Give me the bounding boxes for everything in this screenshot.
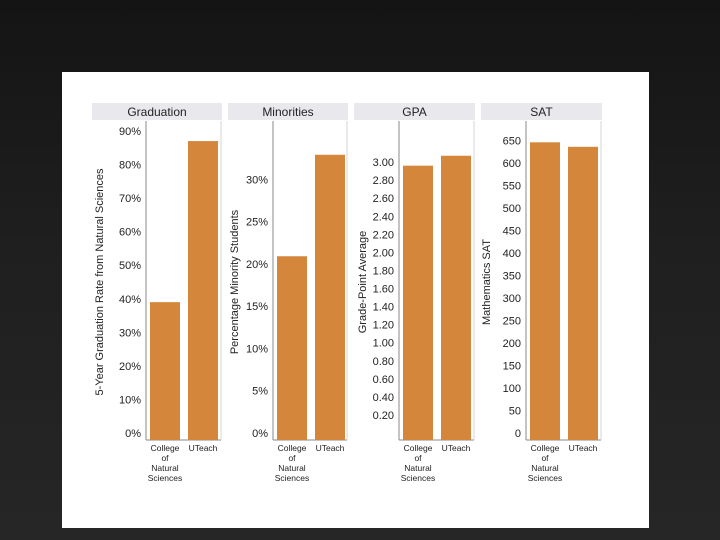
y-tick-label: 250 [503,316,521,328]
panel-title: Graduation [127,105,186,119]
panel-header-2 [228,103,348,120]
y-tick-label: 3.00 [373,157,394,169]
y-tick-label: 40% [119,294,141,306]
y-tick-label: 2.40 [373,211,394,223]
y-tick-label: 600 [503,158,521,170]
y-axis-label: 5-Year Graduation Rate from Natural Scie… [94,168,106,396]
y-tick-label: 0.20 [373,410,394,422]
panel-header-4 [481,103,602,120]
x-tick-label: of [541,453,549,463]
y-tick-label: 0.80 [373,356,394,368]
y-tick-label: 1.00 [373,338,394,350]
y-axis-label: Grade-Point Average [357,231,369,334]
y-tick-label: 400 [503,248,521,260]
y-tick-label: 25% [246,217,268,229]
y-tick-label: 20% [246,259,268,271]
y-tick-label: 200 [503,338,521,350]
y-tick-label: 60% [119,227,141,239]
y-tick-label: 0.40 [373,392,394,404]
x-tick-label: Natural [404,463,432,473]
x-tick-label: of [161,453,169,463]
y-tick-label: 550 [503,181,521,193]
y-tick-label: 50% [119,260,141,272]
x-tick-label: Sciences [401,473,436,483]
y-tick-label: 2.00 [373,247,394,259]
y-tick-label: 450 [503,226,521,238]
x-tick-label: UTeach [189,443,218,453]
bar-uteach [441,155,471,440]
y-tick-label: 100 [503,383,521,395]
y-tick-label: 2.60 [373,193,394,205]
y-tick-label: 1.40 [373,302,394,314]
y-tick-label: 2.20 [373,229,394,241]
x-tick-label: Natural [151,463,179,473]
panel-title: GPA [402,105,426,119]
panel-title: SAT [530,105,553,119]
y-tick-label: 350 [503,271,521,283]
panel-header-3 [354,103,475,120]
y-tick-label: 2.80 [373,175,394,187]
x-tick-label: Natural [278,463,306,473]
y-tick-label: 0% [125,428,141,440]
y-tick-label: 80% [119,160,141,172]
y-tick-label: 0.60 [373,374,394,386]
y-tick-label: 1.20 [373,320,394,332]
y-tick-label: 50 [509,406,521,418]
y-tick-label: 90% [119,126,141,138]
x-tick-label: College [531,443,560,453]
bar-college-of-natural-sciences [277,256,307,440]
x-tick-label: UTeach [316,443,345,453]
bar-uteach [188,141,218,441]
y-tick-label: 10% [246,343,268,355]
y-tick-label: 5% [252,386,268,398]
bar-uteach [568,146,598,441]
y-tick-label: 650 [503,136,521,148]
x-tick-label: of [414,453,422,463]
y-axis-label: Mathematics SAT [481,239,493,325]
y-tick-label: 70% [119,193,141,205]
y-tick-label: 30% [119,327,141,339]
bar-college-of-natural-sciences [403,165,433,441]
y-tick-label: 30% [246,174,268,186]
y-axis-label: Percentage Minority Students [229,209,241,354]
bar-college-of-natural-sciences [150,302,180,440]
x-tick-label: UTeach [442,443,471,453]
y-tick-label: 300 [503,293,521,305]
x-tick-label: Sciences [528,473,563,483]
bar-college-of-natural-sciences [530,142,560,441]
y-tick-label: 10% [119,394,141,406]
x-tick-label: College [278,443,307,453]
y-tick-label: 20% [119,361,141,373]
x-tick-label: Sciences [275,473,310,483]
x-tick-label: of [288,453,296,463]
y-tick-label: 15% [246,301,268,313]
y-tick-label: 0 [515,428,521,440]
x-tick-label: UTeach [569,443,598,453]
bar-uteach [315,154,345,440]
y-tick-label: 150 [503,361,521,373]
y-tick-label: 1.60 [373,284,394,296]
panel-title: Minorities [262,105,313,119]
y-tick-label: 500 [503,203,521,215]
panel-header-1 [92,103,222,120]
x-tick-label: College [404,443,433,453]
y-tick-label: 1.80 [373,265,394,277]
x-tick-label: Sciences [148,473,183,483]
y-tick-label: 0% [252,428,268,440]
x-tick-label: College [151,443,180,453]
x-tick-label: Natural [531,463,559,473]
